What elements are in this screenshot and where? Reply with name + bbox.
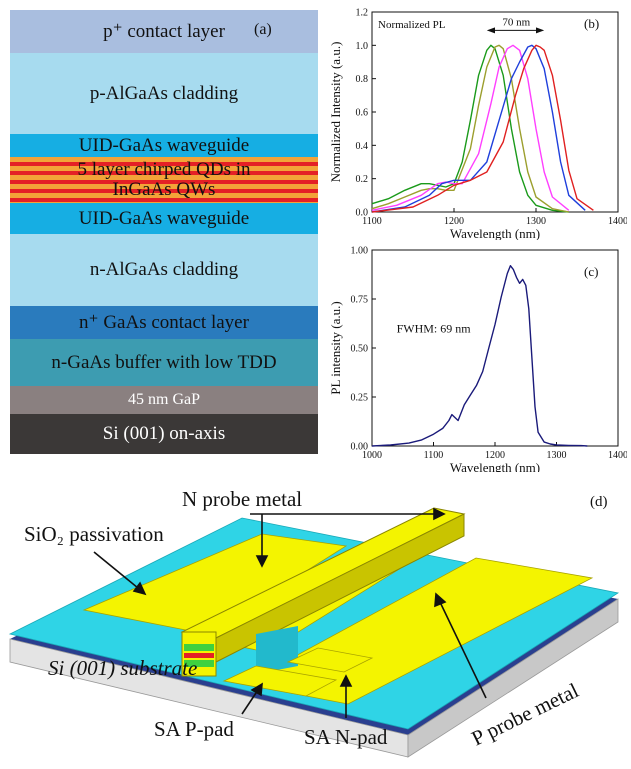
sa-n-pad xyxy=(286,647,374,673)
plot-frame xyxy=(371,249,619,447)
layer-label: n-GaAs buffer with low TDD xyxy=(51,351,277,373)
sa-layer-green-2 xyxy=(184,660,214,667)
layer-label: p-AlGaAs cladding xyxy=(89,82,239,104)
annotation-fwhm: FWHM: 69 nm xyxy=(397,321,472,335)
series-line-2 xyxy=(371,44,569,213)
y-tick-label: 0.25 xyxy=(351,393,369,404)
arrow-p-probe xyxy=(439,601,487,699)
x-tick-label: 1200 xyxy=(485,450,505,461)
x-axis-label: Wavelength (nm) xyxy=(450,460,540,472)
y-tick-label: 1.0 xyxy=(356,41,369,52)
n-probe-label: N probe metal xyxy=(182,487,302,511)
pl-chart-b: 1100 1200 1300 1400 0.0 0.2 0.4 0.6 0.8 1.0 1.2 Wav… xyxy=(328,8,627,241)
substrate-right xyxy=(407,598,619,758)
layer-label: UID-GaAs waveguide xyxy=(78,134,250,156)
x-tick-label: 1300 xyxy=(547,450,567,461)
arrowhead xyxy=(250,682,263,697)
layer-label: UID-GaAs waveguide xyxy=(78,207,250,229)
y-tick-label: 1.00 xyxy=(351,246,369,257)
y-tick-label: 0.00 xyxy=(351,442,369,453)
layer-p-cladding: p-AlGaAs cladding xyxy=(10,53,318,134)
series-line-1 xyxy=(371,265,588,447)
layer-label: 45 nm GaP xyxy=(128,390,200,408)
y-tick-label: 0.50 xyxy=(351,344,369,355)
span-arrowhead-right xyxy=(536,27,545,34)
x-tick-label: 1000 xyxy=(362,450,382,461)
series-line-3 xyxy=(371,44,570,211)
sa-layer-red xyxy=(184,653,214,658)
panel-letter-a: (a) xyxy=(254,21,272,38)
y-tick-label: 0.75 xyxy=(351,295,369,306)
layer-n-cladding: n-AlGaAs cladding xyxy=(10,234,318,306)
x-tick-label: 1100 xyxy=(362,216,382,227)
plot-frame xyxy=(371,11,619,213)
device-schematic: (d) N probe metal SiO₂ passivation Si (0… xyxy=(8,487,620,758)
series-line-4 xyxy=(371,44,586,213)
layer-label: n⁺ GaAs contact layer xyxy=(79,311,249,333)
y-tick-label: 1.2 xyxy=(356,8,369,19)
arrow-sio2 xyxy=(93,551,139,589)
annotation-normalized-pl: Normalized PL xyxy=(378,19,446,31)
x-tick-label: 1300 xyxy=(526,216,546,227)
arrowhead xyxy=(339,674,353,687)
sa-n-label: SA N-pad xyxy=(304,725,388,749)
layer-label: Si (001) on-axis xyxy=(102,423,226,445)
y-axis-label: PL intensity (a.u.) xyxy=(328,301,343,394)
panel-letter-d: (d) xyxy=(590,494,608,510)
arrows xyxy=(93,507,487,718)
y-axis-label: Normalized Intensity (a.u.) xyxy=(328,42,343,183)
y-tick-label: 0.2 xyxy=(356,174,369,185)
arrow-sa-p xyxy=(241,689,259,715)
pl-chart-c: 1000 1100 1200 1300 1400 0.00 0.25 0.50 0.75 1.00… xyxy=(328,246,627,473)
y-tick-label: 0.0 xyxy=(356,208,369,219)
arrowhead xyxy=(433,507,446,521)
x-tick-label: 1100 xyxy=(424,450,444,461)
x-tick-label: 1400 xyxy=(608,216,627,227)
layer-si-substrate: Si (001) on-axis xyxy=(10,414,318,454)
layer-n-contact: n⁺ GaAs contact layer xyxy=(10,306,318,339)
layer-uid-waveguide-bottom: UID-GaAs waveguide xyxy=(10,203,318,234)
series-line-5 xyxy=(371,44,594,213)
arrowhead xyxy=(132,581,147,596)
x-tick-label: 1200 xyxy=(444,216,464,227)
x-axis-label: Wavelength (nm) xyxy=(450,226,540,240)
sa-p-pad xyxy=(222,665,338,697)
panel-letter-b: (b) xyxy=(584,16,599,31)
layer-label: 5 layer chirped QDs in InGaAs QWs xyxy=(77,159,251,200)
annotation-70nm: 70 nm xyxy=(502,16,530,28)
n-metal-strip xyxy=(82,533,348,635)
layer-uid-waveguide-top: UID-GaAs waveguide xyxy=(10,134,318,157)
substrate-label: Si (001) substrate xyxy=(48,656,197,680)
sio2-label: SiO₂ passivation xyxy=(24,522,164,546)
panel-letter-c: (c) xyxy=(584,264,598,279)
sa-layer-green-1 xyxy=(184,644,214,651)
y-tick-label: 0.8 xyxy=(356,74,369,85)
layer-n-buffer: n-GaAs buffer with low TDD xyxy=(10,339,318,386)
sa-p-label: SA P-pad xyxy=(154,717,234,741)
arrowhead xyxy=(255,555,269,568)
y-tick-label: 0.4 xyxy=(356,141,369,152)
layer-qd-active: 5 layer chirped QDs in InGaAs QWs xyxy=(10,157,318,203)
y-tick-label: 0.6 xyxy=(356,108,369,119)
layer-p-contact: p⁺ contact layer xyxy=(10,10,318,53)
arrowhead xyxy=(434,592,447,608)
layer-label: p⁺ contact layer xyxy=(103,20,225,42)
layer-label: n-AlGaAs cladding xyxy=(89,259,239,281)
layer-stack: p⁺ contact layer (a) p-AlGaAs cladding U… xyxy=(10,10,318,454)
span-arrowhead-left xyxy=(486,27,495,34)
series-line-1 xyxy=(371,44,569,213)
x-tick-label: 1400 xyxy=(608,450,627,461)
layer-gap: 45 nm GaP xyxy=(10,386,318,414)
